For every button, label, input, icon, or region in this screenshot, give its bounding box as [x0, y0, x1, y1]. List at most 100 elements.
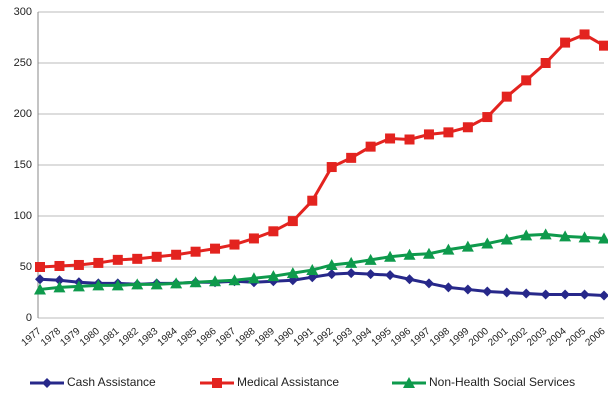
marker [248, 233, 259, 244]
marker [442, 243, 455, 255]
marker [268, 226, 279, 237]
marker [34, 283, 46, 295]
x-tick-label: 2001 [486, 326, 510, 349]
marker [326, 162, 337, 173]
series-line [39, 32, 605, 269]
marker [540, 289, 551, 300]
x-tick-label: 1997 [408, 326, 432, 349]
marker [171, 249, 182, 260]
legend-marker [212, 378, 222, 388]
x-tick-label: 1993 [331, 326, 355, 349]
legend-label: Cash Assistance [67, 375, 156, 389]
x-tick-label: 1982 [117, 326, 141, 349]
marker [229, 239, 240, 250]
y-tick-label: 300 [14, 6, 32, 18]
marker [307, 195, 318, 206]
x-tick-label: 2005 [564, 326, 588, 349]
x-tick-label: 1979 [58, 326, 82, 349]
x-tick-label: 2004 [545, 326, 569, 349]
marker [403, 248, 416, 260]
marker [404, 274, 415, 285]
marker [423, 278, 434, 289]
legend-item: Medical Assistance [200, 375, 339, 389]
marker [385, 133, 396, 144]
x-tick-label: 1981 [97, 326, 121, 349]
marker [423, 129, 434, 140]
marker [365, 269, 376, 280]
marker [210, 243, 221, 254]
marker [579, 289, 590, 300]
marker [35, 274, 45, 285]
marker [326, 269, 337, 280]
y-tick-label: 150 [14, 159, 32, 171]
marker [35, 262, 45, 272]
marker [247, 272, 260, 284]
x-tick-label: 1994 [350, 326, 374, 349]
marker [443, 282, 454, 293]
x-tick-label: 1986 [195, 326, 219, 349]
marker [598, 232, 608, 244]
marker [482, 112, 493, 123]
marker [540, 58, 551, 68]
x-tick-label: 1987 [214, 326, 238, 349]
marker [482, 286, 493, 297]
marker [579, 29, 590, 40]
marker [520, 229, 533, 241]
marker [131, 278, 144, 290]
x-tick-label: 1999 [447, 326, 471, 349]
x-tick-label: 1977 [20, 326, 44, 349]
x-tick-label: 1990 [272, 326, 296, 349]
marker [209, 275, 222, 287]
x-tick-label: 1978 [39, 326, 63, 349]
marker [500, 233, 513, 245]
y-tick-label: 250 [14, 57, 32, 69]
marker [132, 253, 143, 264]
x-tick-label: 2006 [584, 326, 608, 349]
x-tick-label: 1995 [370, 326, 394, 349]
marker [346, 152, 357, 163]
marker [93, 257, 104, 268]
series-line [39, 232, 605, 291]
marker [325, 258, 338, 270]
marker [53, 281, 66, 293]
x-tick-label: 1980 [78, 326, 102, 349]
x-tick-label: 1984 [156, 326, 180, 349]
marker [345, 256, 358, 268]
x-tick-label: 1996 [389, 326, 413, 349]
x-tick-label: 1989 [253, 326, 277, 349]
marker [287, 216, 298, 227]
x-tick-label: 1991 [292, 326, 316, 349]
legend-marker [42, 378, 52, 388]
marker [365, 141, 376, 152]
marker [521, 75, 532, 86]
marker [190, 246, 201, 257]
x-tick-label: 2000 [467, 326, 491, 349]
marker [501, 91, 512, 102]
marker [560, 289, 571, 300]
marker [151, 251, 162, 262]
x-tick-label: 2002 [506, 326, 530, 349]
marker [364, 253, 377, 265]
marker [286, 267, 299, 279]
marker [539, 228, 552, 240]
marker [72, 280, 85, 292]
marker [170, 277, 183, 289]
y-tick-label: 100 [14, 210, 32, 222]
marker [267, 270, 280, 282]
x-tick-label: 1998 [428, 326, 452, 349]
marker [189, 276, 202, 288]
marker [54, 260, 65, 271]
marker [578, 231, 591, 243]
marker [228, 274, 241, 286]
marker [422, 247, 435, 259]
legend-label: Medical Assistance [237, 375, 339, 389]
marker [112, 254, 123, 265]
marker [521, 288, 532, 299]
marker [385, 270, 396, 281]
marker [443, 127, 454, 138]
marker [54, 275, 65, 286]
legend-marker [403, 377, 415, 388]
marker [559, 230, 572, 242]
marker [462, 122, 473, 133]
